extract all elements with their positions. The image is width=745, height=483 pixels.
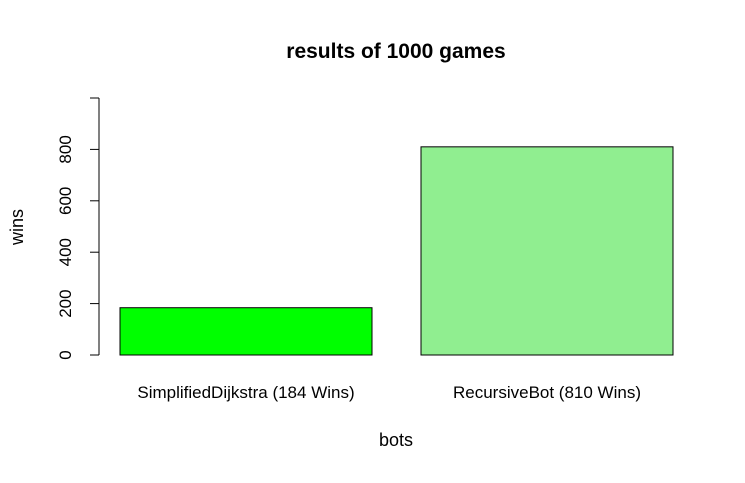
bar-1 bbox=[119, 307, 373, 356]
y-tick-label: 800 bbox=[56, 135, 75, 163]
category-labels: SimplifiedDijkstra (184 Wins) RecursiveBo… bbox=[137, 383, 641, 402]
y-tick-label: 600 bbox=[56, 187, 75, 215]
y-tick-label: 200 bbox=[56, 289, 75, 317]
category-label-1: SimplifiedDijkstra (184 Wins) bbox=[137, 383, 354, 402]
chart-title: results of 1000 games bbox=[286, 40, 505, 63]
y-tick-label: 0 bbox=[56, 350, 75, 359]
x-axis-label: bots bbox=[379, 430, 413, 450]
category-label-2: RecursiveBot (810 Wins) bbox=[453, 383, 641, 402]
y-axis-label: wins bbox=[7, 209, 27, 246]
y-tick-label: 400 bbox=[56, 238, 75, 266]
y-axis-ticks: 0 200 400 600 800 bbox=[56, 97, 99, 360]
bar-2 bbox=[420, 146, 674, 356]
bars-group bbox=[119, 146, 674, 356]
